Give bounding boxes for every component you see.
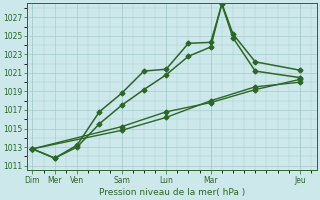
X-axis label: Pression niveau de la mer( hPa ): Pression niveau de la mer( hPa ) [99, 188, 245, 197]
